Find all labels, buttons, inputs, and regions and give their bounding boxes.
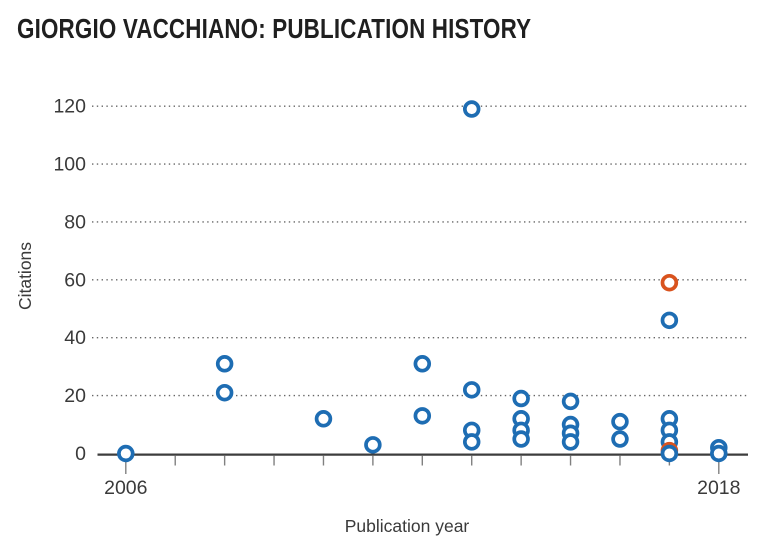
data-point xyxy=(561,433,580,451)
y-tick-label: 120 xyxy=(53,96,86,118)
data-point xyxy=(561,392,580,411)
data-point xyxy=(413,407,432,425)
data-point xyxy=(314,410,333,428)
data-point xyxy=(660,311,679,330)
data-point xyxy=(117,444,135,463)
data-point xyxy=(611,412,629,431)
data-point xyxy=(462,381,481,399)
axes-group: 0 20 40 60 80 100 120 2006 2018 xyxy=(53,96,748,499)
data-point xyxy=(462,100,481,118)
data-point xyxy=(611,430,629,448)
y-tick-label: 100 xyxy=(53,154,86,176)
chart-title: GIORGIO VACCHIANO: PUBLICATION HISTORY xyxy=(17,13,532,44)
y-tick-label: 40 xyxy=(64,327,86,349)
y-tick-label: 60 xyxy=(64,269,86,291)
data-point xyxy=(512,389,530,408)
x-tick-label: 2006 xyxy=(104,477,147,499)
y-tick-label: 0 xyxy=(75,443,86,465)
x-axis-title: Publication year xyxy=(345,516,470,536)
y-tick-label: 20 xyxy=(64,385,86,407)
data-point xyxy=(413,355,432,373)
data-point xyxy=(364,436,382,454)
data-point xyxy=(512,430,530,448)
data-point xyxy=(215,355,234,373)
y-tick-label: 80 xyxy=(64,211,86,233)
data-points-group xyxy=(117,100,728,463)
x-tick-label: 2018 xyxy=(697,477,740,499)
data-point xyxy=(462,433,481,451)
data-point-highlighted xyxy=(660,273,679,292)
y-axis-title: Citations xyxy=(15,242,35,310)
gridlines-group xyxy=(92,105,748,397)
data-point xyxy=(710,444,728,463)
data-point xyxy=(660,444,679,463)
data-point xyxy=(215,383,234,402)
